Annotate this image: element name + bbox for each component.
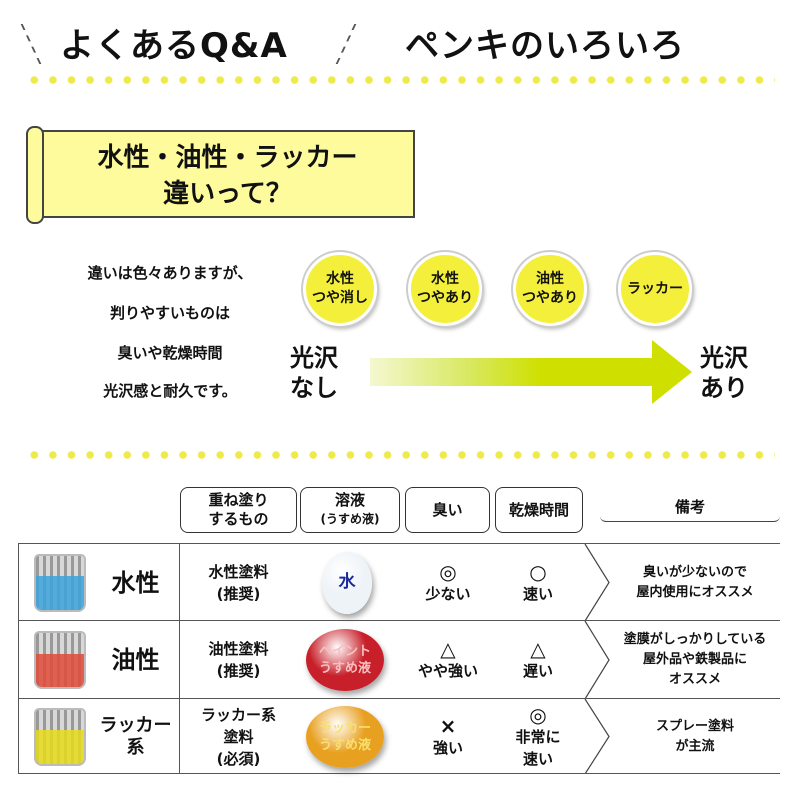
- thinner-drop: 水: [322, 551, 372, 614]
- rating-mark: △: [440, 637, 456, 661]
- paint-type-cell: [18, 621, 180, 699]
- intro-line: 光沢感と耐久です。: [103, 382, 237, 400]
- recoat-cell: ラッカー系 塗料 (必須): [200, 705, 276, 768]
- header-smell: 臭い: [405, 487, 490, 533]
- notes-cell: 臭いが少ないので 屋内使用にオススメ: [636, 564, 754, 600]
- intro-line: 違いは色々ありますが、: [87, 264, 253, 282]
- dry-time-cell: ◎ 非常に 速い: [515, 702, 561, 768]
- table-row: 油性 油性塗料 (推奨) ペイント うすめ液 △ やや強い △ 遅い 塗膜がしっかりして…: [18, 620, 780, 699]
- chevron-divider: [584, 544, 610, 621]
- header-dry-time: 乾燥時間: [495, 487, 583, 533]
- notes-cell: 塗膜がしっかりしている 屋外品や鉄製品に オススメ: [623, 632, 767, 687]
- paint-can-icon: [34, 553, 86, 612]
- scroll-roll: [26, 126, 44, 224]
- header-notes: 備考: [600, 492, 780, 522]
- paint-type-name: 水性: [111, 568, 160, 597]
- dotted-divider: [25, 451, 775, 459]
- dotted-divider: [25, 76, 775, 84]
- gloss-circle: ラッカー: [618, 252, 692, 326]
- chevron-divider: [584, 621, 610, 699]
- gloss-circle: 水性 つや消し: [303, 252, 377, 326]
- table-row: ラッカー系 ラッカー系 塗料 (必須) ラッカー うすめ液 × 強い ◎ 非常に 速い スプ…: [18, 698, 780, 774]
- qa-title: よくあるQ&A: [60, 26, 288, 66]
- chevron-divider: [584, 699, 610, 774]
- table-bottom-line: [18, 773, 780, 774]
- dry-time-cell: ○ 速い: [522, 559, 553, 603]
- header-recoat: 重ね塗り するもの: [180, 487, 297, 533]
- paint-title: ペンキのいろいろ: [405, 26, 685, 66]
- paint-type-cell: [18, 544, 180, 621]
- intro-line: 判りやすいものは: [109, 304, 230, 322]
- recoat-cell: 油性塗料 (推奨): [208, 640, 269, 680]
- paint-can-icon: [34, 707, 86, 766]
- gloss-circle: 油性 つやあり: [513, 252, 587, 326]
- decor-slash: [335, 24, 357, 64]
- recoat-cell: 水性塗料 (推奨): [208, 562, 269, 603]
- banner-line: 違いって？: [163, 179, 292, 209]
- rating-mark: △: [530, 637, 546, 661]
- gloss-low-label: 光沢 なし: [290, 344, 338, 402]
- header-thinner: 溶液 (うすめ液): [300, 487, 400, 533]
- rating-mark: ○: [529, 559, 547, 584]
- gloss-high-label: 光沢 あり: [700, 344, 748, 402]
- question-banner: 水性・油性・ラッカー 違いって？: [40, 130, 415, 218]
- gloss-arrow-head: [652, 340, 692, 404]
- paint-can-icon: [34, 631, 86, 689]
- thinner-drop: ラッカー うすめ液: [306, 705, 384, 768]
- rating-mark: ×: [439, 713, 457, 738]
- gloss-circle: 水性 つやあり: [408, 252, 482, 326]
- dry-time-cell: △ 遅い: [522, 637, 553, 680]
- notes-cell: スプレー塗料 が主流: [655, 718, 734, 754]
- gloss-arrow-shaft: [370, 358, 655, 386]
- smell-cell: ◎ 少ない: [425, 559, 471, 603]
- rating-mark: ◎: [439, 559, 457, 584]
- thinner-drop: ペイント うすめ液: [306, 629, 384, 691]
- smell-cell: × 強い: [432, 713, 463, 757]
- paint-type-cell: [18, 699, 180, 774]
- paint-type-name: 油性: [111, 646, 160, 674]
- decor-slash: [20, 24, 42, 64]
- banner-line: 水性・油性・ラッカー: [97, 143, 358, 173]
- paint-type-name: ラッカー系: [99, 714, 172, 758]
- smell-cell: △ やや強い: [417, 637, 478, 680]
- intro-line: 臭いや乾燥時間: [117, 344, 223, 362]
- table-row: 水性 水性塗料 (推奨) 水 ◎ 少ない ○ 速い 臭いが少ないので 屋内使用にオススメ: [18, 543, 780, 621]
- rating-mark: ◎: [529, 702, 547, 727]
